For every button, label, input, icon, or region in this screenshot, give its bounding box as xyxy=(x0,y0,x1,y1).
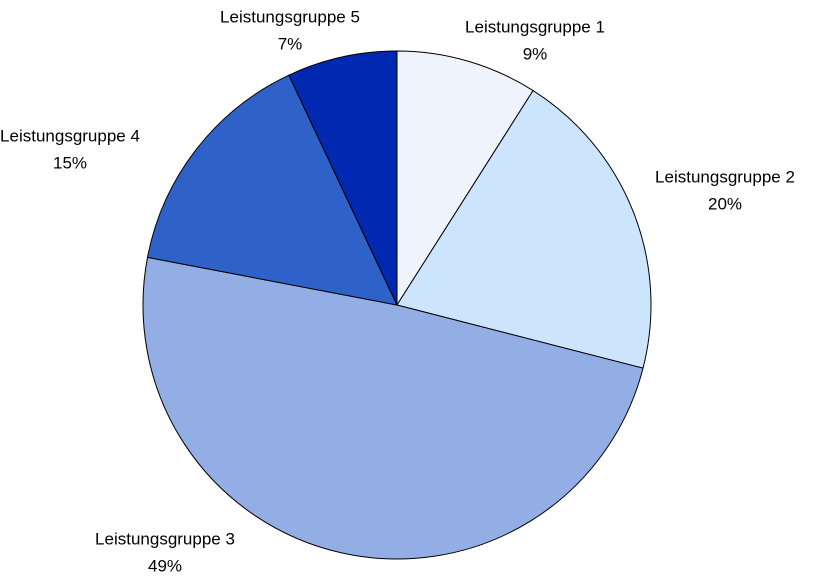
slice-label: Leistungsgruppe 2 xyxy=(655,167,795,186)
slice-label: Leistungsgruppe 1 xyxy=(465,17,605,36)
pie-slice xyxy=(142,256,644,560)
pie-slice xyxy=(288,50,398,306)
slice-value-label: 20% xyxy=(708,194,742,213)
slice-value-label: 49% xyxy=(148,556,182,575)
slice-label: Leistungsgruppe 3 xyxy=(95,529,235,548)
pie-slice xyxy=(396,50,534,307)
slice-value-label: 9% xyxy=(523,44,548,63)
slice-value-label: 15% xyxy=(53,153,87,172)
slice-label: Leistungsgruppe 5 xyxy=(220,7,360,26)
pie-slice xyxy=(146,74,398,306)
slice-value-label: 7% xyxy=(278,34,303,53)
slice-label: Leistungsgruppe 4 xyxy=(0,126,140,145)
pie-slice xyxy=(396,89,652,369)
